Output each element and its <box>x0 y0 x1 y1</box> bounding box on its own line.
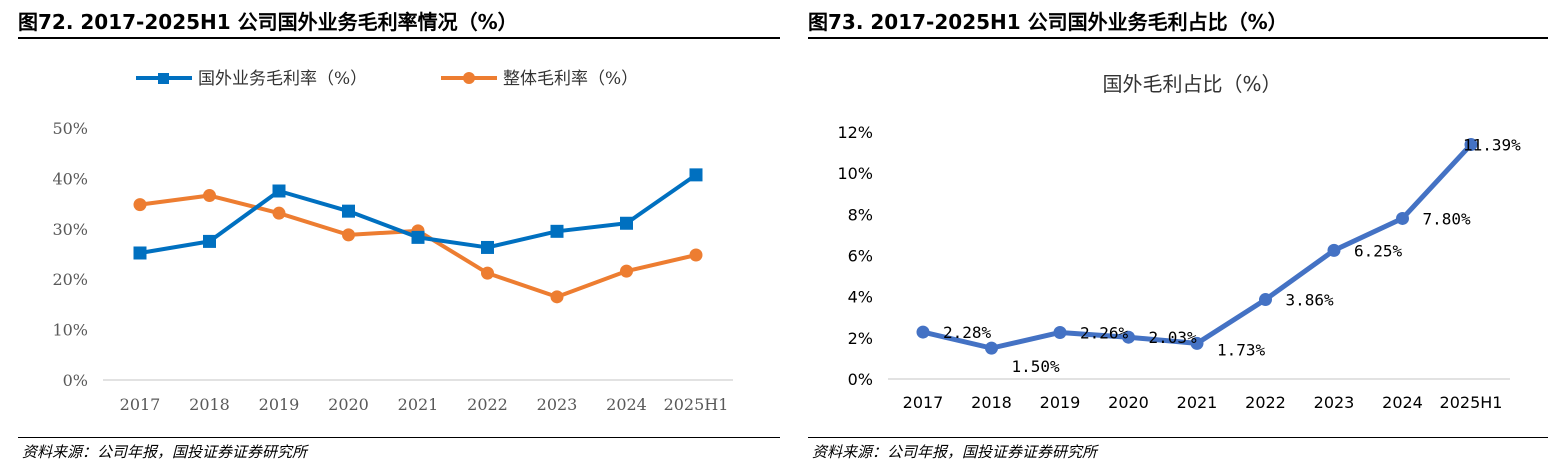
x-tick-label: 2023 <box>537 395 578 414</box>
data-point-circle <box>342 228 355 242</box>
left-panel: 图72. 2017-2025H1 公司国外业务毛利率情况（%） 0% 10% 20%… <box>18 10 780 461</box>
right-chart: 国外毛利占比（%） 0% 2% 4% 6% 8% 10% 12% 2017 2018 2019 202… <box>837 72 1521 412</box>
data-point <box>1259 293 1272 307</box>
data-label: 6.25% <box>1354 241 1403 260</box>
y-tick-label: 50% <box>52 119 88 138</box>
x-tick-label: 2017 <box>903 393 944 412</box>
data-point <box>1327 243 1341 257</box>
legend-label: 国外业务毛利率（%） <box>198 69 367 89</box>
data-label: 1.73% <box>1217 340 1266 359</box>
x-tick-label: 2022 <box>1245 393 1286 412</box>
y-tick-label: 10% <box>837 164 873 183</box>
data-point-square <box>550 224 564 238</box>
y-tick-label: 0% <box>63 371 88 390</box>
data-label: 2.26% <box>1080 323 1129 342</box>
data-point-square <box>481 240 494 254</box>
x-tick-label: 2023 <box>1314 393 1355 412</box>
data-point-square <box>203 234 216 248</box>
x-tick-label: 2020 <box>328 395 369 414</box>
y-tick-label: 30% <box>52 220 88 239</box>
x-tick-label: 2017 <box>120 395 161 414</box>
data-point-square <box>689 168 703 182</box>
y-tick-label: 40% <box>52 169 88 188</box>
data-label: 1.50% <box>1012 357 1061 376</box>
chart-title: 国外毛利占比（%） <box>1102 72 1281 96</box>
data-point <box>1122 330 1135 344</box>
x-tick-label: 2025H1 <box>1440 393 1503 412</box>
data-point <box>985 341 998 355</box>
data-label: 3.86% <box>1286 291 1335 310</box>
data-point-square <box>620 216 633 230</box>
x-tick-label: 2022 <box>467 395 508 414</box>
data-point-circle <box>133 198 147 212</box>
x-tick-label: 2024 <box>1382 393 1423 412</box>
data-point-circle <box>550 290 564 304</box>
right-source-note: 资料来源：公司年报，国投证券证券研究所 <box>812 443 1098 461</box>
y-tick-label: 20% <box>52 270 88 289</box>
y-tick-label: 10% <box>52 321 88 340</box>
left-top-rule <box>18 37 780 39</box>
right-top-rule <box>808 37 1548 39</box>
data-point-circle <box>620 264 633 278</box>
y-tick-label: 2% <box>848 329 873 348</box>
y-tick-label: 6% <box>848 247 873 266</box>
data-label: 7.80% <box>1423 209 1472 228</box>
y-tick-label: 8% <box>848 205 873 224</box>
x-tick-label: 2019 <box>1040 393 1081 412</box>
data-point-circle <box>481 266 494 280</box>
data-point-circle <box>203 189 216 203</box>
data-point <box>1190 336 1204 350</box>
data-label: 11.39% <box>1463 136 1521 155</box>
x-tick-label: 2018 <box>189 395 230 414</box>
y-tick-label: 0% <box>848 370 873 389</box>
data-point <box>1396 211 1409 225</box>
x-tick-label: 2018 <box>971 393 1012 412</box>
data-label: 2.03% <box>1149 328 1198 347</box>
data-point <box>916 325 930 339</box>
right-panel: 图73. 2017-2025H1 公司国外业务毛利占比（%） 国外毛利占比（%）… <box>790 0 1548 470</box>
data-point <box>1464 138 1478 152</box>
legend-marker-square <box>158 73 169 84</box>
x-tick-label: 2021 <box>398 395 439 414</box>
data-point-circle <box>272 206 286 220</box>
y-tick-label: 12% <box>837 123 873 142</box>
x-tick-label: 2021 <box>1177 393 1218 412</box>
left-chart: 0% 10% 20% 30% 40% 50% 2017 2018 2019 2020 2021 202… <box>52 69 733 414</box>
x-tick-label: 2024 <box>606 395 647 414</box>
data-point-square <box>342 204 355 218</box>
legend-label: 整体毛利率（%） <box>503 69 638 89</box>
legend-marker-circle <box>463 72 475 84</box>
data-point-square <box>411 230 425 244</box>
series-line <box>139 193 697 299</box>
y-tick-label: 4% <box>848 288 873 307</box>
x-tick-label: 2020 <box>1108 393 1149 412</box>
data-point <box>1053 325 1067 339</box>
right-figure-title: 图73. 2017-2025H1 公司国外业务毛利占比（%） <box>808 10 1288 34</box>
data-label: 2.28% <box>943 323 992 342</box>
left-bottom-rule <box>18 437 780 438</box>
x-tick-label: 2025H1 <box>664 395 729 414</box>
data-point-circle <box>689 248 703 262</box>
data-point-square <box>133 246 147 260</box>
data-point-square <box>272 184 286 198</box>
right-bottom-rule <box>808 437 1548 438</box>
left-source-note: 资料来源：公司年报，国投证券证券研究所 <box>22 443 308 461</box>
x-tick-label: 2019 <box>259 395 300 414</box>
left-figure-title: 图72. 2017-2025H1 公司国外业务毛利率情况（%） <box>18 10 518 34</box>
